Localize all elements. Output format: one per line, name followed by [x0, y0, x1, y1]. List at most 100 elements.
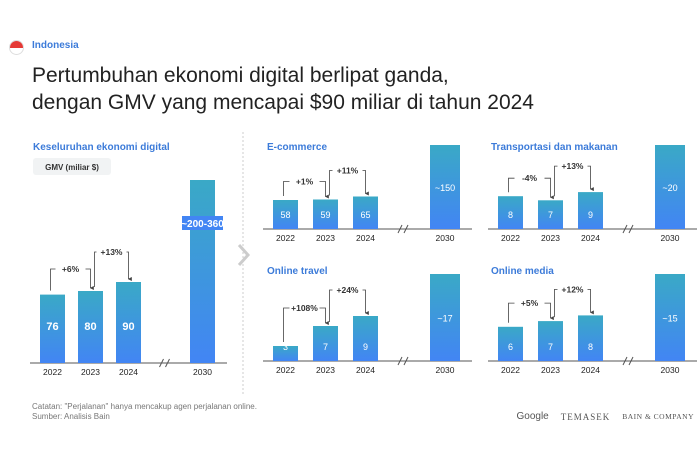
x-tick-label: 2030 — [661, 233, 680, 243]
x-tick-label: 2030 — [193, 367, 212, 377]
unit-label: GMV (miliar $) — [45, 163, 99, 172]
bar-2024 — [578, 315, 603, 361]
bar-value-label: 7 — [323, 342, 328, 352]
bar-value-label: 58 — [280, 210, 290, 220]
x-tick-label: 2024 — [356, 365, 375, 375]
panel-title: Keseluruhan ekonomi digital — [33, 142, 170, 153]
growth-label: +13% — [562, 161, 584, 171]
bar-value-label: 80 — [84, 321, 96, 333]
panel-title: E-commerce — [267, 142, 327, 153]
bar-2022 — [40, 294, 65, 363]
growth-label: -4% — [522, 173, 538, 183]
bar-2022 — [498, 326, 523, 361]
bar-2030 — [430, 145, 460, 229]
axis-break-icon — [397, 224, 409, 234]
growth-label: +108% — [291, 303, 318, 313]
x-tick-label: 2022 — [43, 367, 62, 377]
bar-value-label: ~150 — [435, 183, 455, 193]
growth-label: +12% — [562, 284, 584, 294]
x-tick-label: 2022 — [276, 365, 295, 375]
panel-title: Online media — [491, 266, 554, 277]
axis-break-icon — [397, 356, 409, 366]
x-tick-label: 2030 — [661, 365, 680, 375]
bar-value-label: 9 — [588, 210, 593, 220]
growth-label: +11% — [337, 166, 359, 176]
footnote: Catatan: "Perjalanan" hanya mencakup age… — [32, 402, 257, 422]
bar-2024 — [578, 192, 603, 229]
footnote-source: Sumber: Analisis Bain — [32, 412, 110, 421]
growth-label: +1% — [296, 177, 314, 187]
x-tick-label: 2023 — [541, 233, 560, 243]
bar-value-label: 7 — [548, 210, 553, 220]
bar-value-label: 7 — [548, 342, 553, 352]
x-tick-label: 2022 — [276, 233, 295, 243]
bar-value-label: 9 — [363, 342, 368, 352]
bar-2022 — [273, 200, 298, 229]
bar-2022 — [273, 346, 298, 361]
bar-value-label: 59 — [320, 210, 330, 220]
x-tick-label: 2023 — [541, 365, 560, 375]
axis-break-icon — [159, 358, 170, 368]
growth-label: +13% — [101, 247, 123, 257]
logos: Google TEMASEK BAIN & COMPANY — [517, 411, 695, 422]
value-label-box — [182, 216, 223, 230]
bar-value-label: 8 — [508, 210, 513, 220]
chevron-right-icon — [237, 243, 251, 267]
x-tick-label: 2030 — [436, 365, 455, 375]
growth-label-bg — [332, 164, 363, 176]
bar-2024 — [353, 316, 378, 361]
bar-value-label: 65 — [360, 210, 370, 220]
growth-label-bg — [289, 175, 320, 187]
bain-logo: BAIN & COMPANY — [622, 412, 694, 421]
growth-label-bg — [55, 263, 86, 274]
bar-2023 — [78, 291, 103, 363]
bar-2030 — [655, 274, 685, 361]
x-tick-label: 2024 — [119, 367, 138, 377]
bar-2024 — [353, 196, 378, 229]
google-logo: Google — [516, 411, 549, 422]
growth-label-bg — [557, 283, 588, 295]
x-tick-label: 2030 — [436, 233, 455, 243]
x-tick-label: 2023 — [316, 365, 335, 375]
x-tick-label: 2023 — [81, 367, 100, 377]
x-tick-label: 2024 — [581, 365, 600, 375]
bar-value-label: 3 — [283, 342, 288, 352]
x-tick-label: 2022 — [501, 233, 520, 243]
growth-label-bg — [289, 302, 320, 313]
unit-chip — [33, 158, 111, 175]
axis-break-icon — [622, 224, 634, 234]
bar-2030 — [430, 274, 460, 361]
growth-label-bg — [514, 297, 545, 309]
footnote-note: Catatan: "Perjalanan" hanya mencakup age… — [32, 402, 257, 411]
x-tick-label: 2023 — [316, 233, 335, 243]
bar-2022 — [498, 196, 523, 229]
bar-2030 — [190, 180, 215, 363]
x-tick-label: 2022 — [501, 365, 520, 375]
bar-value-label: 6 — [508, 342, 513, 352]
title-line-2: dengan GMV yang mencapai $90 miliar di t… — [32, 91, 534, 114]
country-label: Indonesia — [32, 40, 79, 51]
growth-label-bg — [557, 160, 588, 172]
indonesia-flag-icon — [9, 40, 24, 55]
bar-value-label: ~200-360 — [181, 219, 224, 230]
growth-label: +24% — [337, 285, 359, 295]
growth-label: +6% — [62, 264, 80, 274]
bar-value-label: ~17 — [437, 314, 452, 324]
bar-value-label: ~15 — [662, 314, 677, 324]
panel-title: Online travel — [267, 266, 328, 277]
growth-label-bg — [332, 284, 363, 295]
bar-2023 — [313, 326, 338, 361]
bar-value-label: 8 — [588, 342, 593, 352]
bar-value-label: ~20 — [662, 183, 677, 193]
page-title: Pertumbuhan ekonomi digital berlipat gan… — [32, 62, 534, 116]
bar-value-label: 90 — [122, 321, 134, 333]
bar-2024 — [116, 282, 141, 363]
growth-label-bg — [96, 246, 127, 257]
bar-value-label: 76 — [46, 321, 58, 333]
axis-break-icon — [622, 356, 634, 366]
bar-2023 — [313, 199, 338, 229]
temasek-logo: TEMASEK — [560, 411, 611, 422]
title-line-1: Pertumbuhan ekonomi digital berlipat gan… — [32, 64, 449, 87]
